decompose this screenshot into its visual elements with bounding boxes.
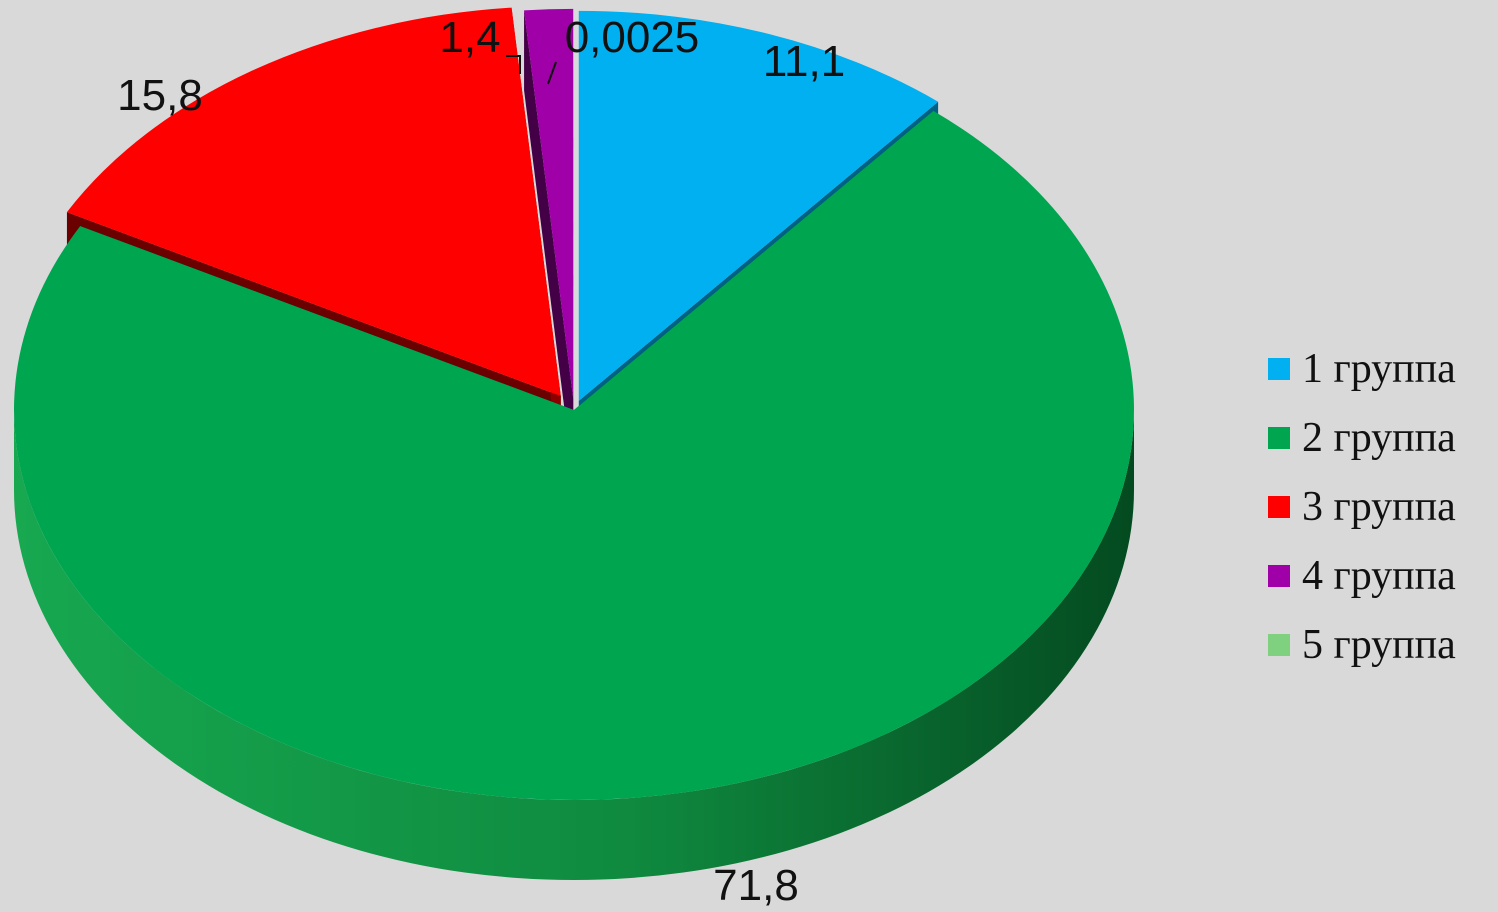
chart-legend: 1 группа 2 группа 3 группа 4 группа 5 гр… <box>1268 334 1494 679</box>
legend-swatch-5 <box>1268 633 1290 656</box>
leader-line-4 <box>506 55 521 74</box>
legend-swatch-1 <box>1268 357 1290 380</box>
legend-swatch-3 <box>1268 495 1290 518</box>
legend-item-1: 1 группа <box>1268 334 1494 403</box>
data-label-3: 15,8 <box>117 71 203 120</box>
slices-layer <box>13 7 1134 880</box>
legend-label-1: 1 группа <box>1302 345 1456 392</box>
slice-outer-wall-2 <box>14 410 1134 880</box>
slice-top-2 <box>13 110 1134 801</box>
slice-top-1 <box>578 10 939 401</box>
slice-side-wall-start-4 <box>524 10 574 479</box>
legend-item-5: 5 группа <box>1268 610 1494 679</box>
legend-label-5: 5 группа <box>1302 621 1456 668</box>
data-label-4: 1,4 <box>439 13 500 62</box>
legend-label-3: 3 группа <box>1302 483 1456 530</box>
legend-item-4: 4 группа <box>1268 541 1494 610</box>
slice-top-4 <box>524 8 574 399</box>
data-label-1: 11,1 <box>763 37 845 86</box>
data-label-2: 71,8 <box>713 861 799 910</box>
pie-slice-4 <box>524 8 574 479</box>
data-label-5: 0,0025 <box>565 13 700 62</box>
legend-label-2: 2 группа <box>1302 414 1456 461</box>
labels-layer: 11,1 71,8 15,8 1,4 0,0025 <box>117 13 845 910</box>
pie-slice-2 <box>13 110 1134 880</box>
legend-item-3: 3 группа <box>1268 472 1494 541</box>
legend-swatch-4 <box>1268 564 1290 587</box>
leader-line-5 <box>547 61 557 85</box>
legend-item-2: 2 группа <box>1268 403 1494 472</box>
slice-top-3 <box>66 7 561 397</box>
legend-label-4: 4 группа <box>1302 552 1456 599</box>
legend-swatch-2 <box>1268 426 1290 449</box>
